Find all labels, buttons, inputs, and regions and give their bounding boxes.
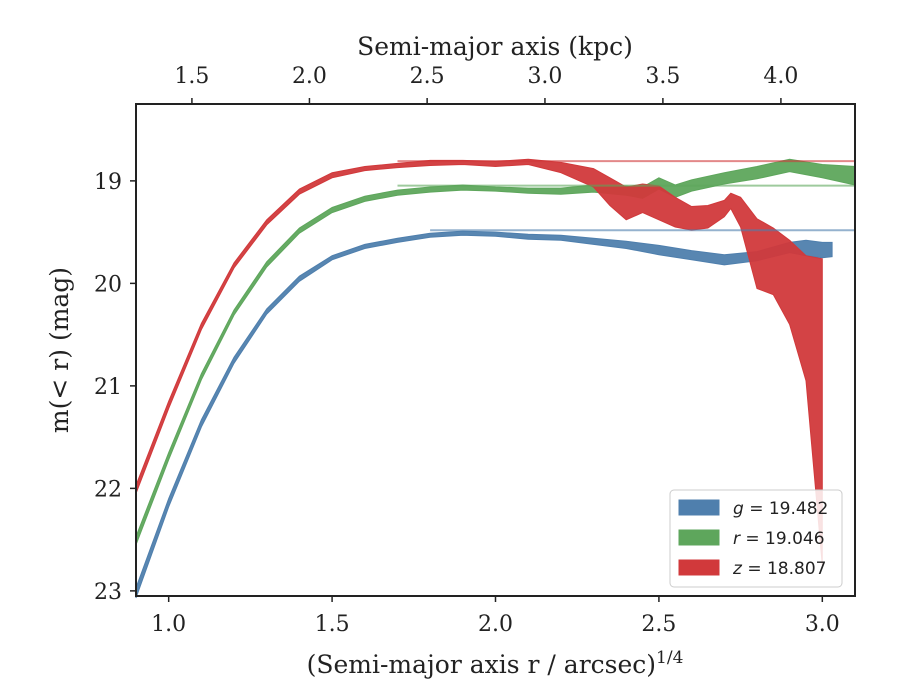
total-magnitude-lines [397,160,855,232]
top-tick-label: 2.0 [292,64,327,89]
legend-value: = 19.046 [745,529,824,549]
x-tick-label: 2.0 [478,612,513,637]
y-tick-label: 19 [94,170,122,195]
band-g [135,230,833,599]
legend-var: z [732,559,747,579]
left-axis-title: m(< r) (mag) [45,267,74,433]
x-tick-label: 1.5 [315,612,350,637]
top-tick-label: 3.5 [645,64,680,89]
legend-swatch-z [678,559,720,576]
legend-swatch-r [678,529,720,546]
legend-swatch-g [678,499,720,516]
x-tick-label: 1.0 [151,612,186,637]
bottom-x-ticks: 1.0 1.5 2.0 2.5 3.0 [151,596,840,637]
y-tick-label: 23 [94,580,122,605]
x-tick-label: 2.5 [641,612,676,637]
top-tick-label: 1.5 [174,64,209,89]
legend-label-r: r = 19.046 [733,529,825,549]
legend-label-g: g = 19.482 [733,499,828,519]
y-tick-label: 22 [94,477,122,502]
y-tick-label: 21 [94,375,122,400]
top-axis-title: Semi-major axis (kpc) [357,32,633,61]
top-tick-label: 2.5 [410,64,445,89]
bottom-axis-title-superscript: 1/4 [656,648,683,668]
legend-label-z: z = 18.807 [732,559,826,579]
top-tick-label: 4.0 [763,64,798,89]
left-y-ticks: 19 20 21 22 23 [94,170,136,605]
legend-var: g [733,499,749,519]
top-x-ticks: 1.5 2.0 2.5 3.0 3.5 4.0 [174,64,798,104]
top-tick-label: 3.0 [527,64,562,89]
legend-var: r [733,529,745,549]
legend-value: = 19.482 [749,499,828,519]
y-tick-label: 20 [94,272,122,297]
legend-value: = 18.807 [747,559,826,579]
bottom-axis-title: (Semi-major axis r / arcsec)1/4 [307,648,684,679]
bottom-axis-title-text: (Semi-major axis r / arcsec) [307,650,656,679]
x-tick-label: 3.0 [805,612,840,637]
